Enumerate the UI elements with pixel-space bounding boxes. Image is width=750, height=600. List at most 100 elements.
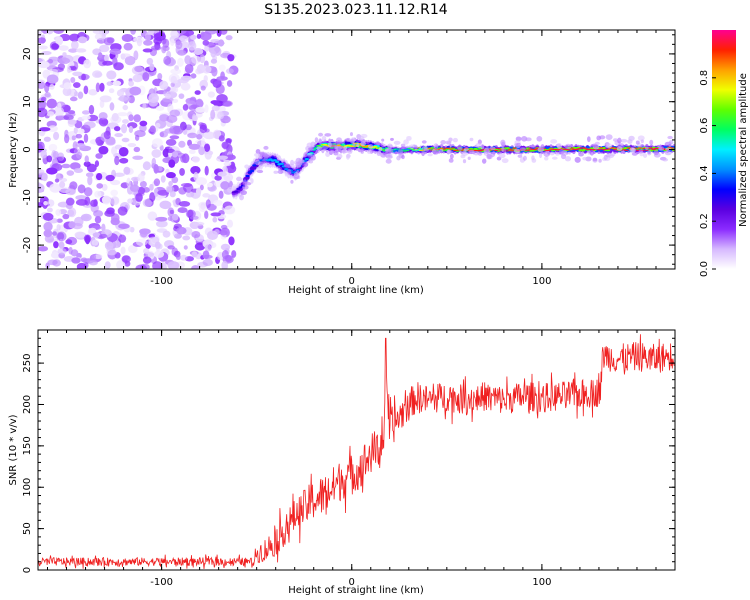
spectrogram-noise-cell bbox=[102, 60, 114, 66]
spectrogram-noise-cell bbox=[94, 160, 100, 167]
spectrogram-noise-cell bbox=[172, 213, 179, 221]
snr-panel: -100 0 100 0 50 100 150 200 250 Height of strai… bbox=[8, 329, 676, 596]
spectrogram-noise-cell bbox=[210, 100, 220, 105]
spectrogram-noise-cell bbox=[218, 39, 225, 47]
x-tick-label: 100 bbox=[532, 577, 551, 588]
spectrogram-noise-cell bbox=[204, 244, 212, 252]
spectrogram-noise-cell bbox=[49, 84, 55, 90]
spectrogram-noise-cell bbox=[201, 65, 212, 74]
spectrogram-halo-cell bbox=[667, 135, 673, 140]
spectrogram-noise-cell bbox=[41, 172, 48, 182]
spectrogram-halo-cell bbox=[273, 170, 279, 174]
spectrogram-noise-cell bbox=[38, 45, 48, 50]
spectrogram-y-axis: -20 -10 0 10 20 bbox=[22, 34, 675, 265]
spectrogram-ridge-cell bbox=[439, 147, 444, 149]
spectrogram-noise-cell bbox=[204, 210, 209, 220]
spectrogram-ridge-cell bbox=[526, 149, 531, 151]
spectrogram-ridge-cell bbox=[279, 162, 284, 165]
spectrogram-ridge-cell bbox=[507, 148, 513, 150]
spectrogram-y-label: Frequency (Hz) bbox=[8, 112, 19, 188]
spectrogram-ridge-cell bbox=[605, 148, 611, 150]
spectrogram-halo-cell bbox=[620, 138, 628, 143]
spectrogram-halo-cell bbox=[486, 153, 492, 160]
spectrogram-noise-cell bbox=[153, 250, 165, 258]
spectrogram-halo-cell bbox=[308, 159, 314, 164]
spectrogram-noise-cell bbox=[186, 192, 195, 198]
y-tick-label: -20 bbox=[22, 237, 33, 253]
spectrogram-halo-cell bbox=[439, 148, 444, 153]
spectrogram-noise-cell bbox=[43, 200, 48, 206]
y-tick-label: 10 bbox=[22, 95, 33, 108]
spectrogram-halo-cell bbox=[287, 169, 292, 175]
spectrogram-halo-cell bbox=[242, 179, 248, 186]
spectrogram-noise-cell bbox=[71, 257, 81, 264]
spectrogram-noise-cell bbox=[153, 164, 159, 174]
spectrogram-halo-cell bbox=[490, 151, 496, 157]
spectrogram-noise-cell bbox=[216, 76, 228, 81]
spectrogram-halo-cell bbox=[564, 156, 572, 162]
spectrogram-noise-cell bbox=[77, 128, 85, 134]
spectrogram-noise-cell bbox=[212, 216, 218, 223]
spectrogram-noise-cell bbox=[201, 137, 206, 148]
spectrogram-noise-cell bbox=[56, 218, 63, 223]
colorbar-tick-label: 0.6 bbox=[699, 118, 710, 134]
spectrogram-noise-cell bbox=[128, 125, 134, 134]
spectrogram-x-label: Height of straight line (km) bbox=[288, 285, 424, 296]
spectrogram-noise-cell bbox=[38, 183, 45, 193]
spectrogram-halo-cell bbox=[481, 158, 487, 164]
spectrogram-noise-cell bbox=[202, 258, 213, 267]
spectrogram-noise-cell bbox=[178, 93, 185, 99]
spectrogram-ridge-cell bbox=[626, 147, 631, 149]
spectrogram-noise-cell bbox=[73, 148, 81, 155]
spectrogram-halo-cell bbox=[543, 151, 551, 157]
spectrogram-halo-cell bbox=[421, 150, 425, 157]
spectrogram-noise-cell bbox=[139, 120, 148, 127]
spectrogram-noise-cell bbox=[171, 151, 179, 158]
spectrogram-halo-cell bbox=[254, 159, 261, 166]
spectrogram-plot-area bbox=[38, 30, 675, 269]
spectrogram-halo-cell bbox=[421, 140, 427, 144]
spectrogram-noise-cell bbox=[147, 211, 158, 221]
spectrogram-noise-cell bbox=[196, 33, 202, 39]
spectrogram-halo-cell bbox=[293, 172, 299, 177]
spectrogram-halo-cell bbox=[469, 137, 474, 142]
spectrogram-noise-cell bbox=[203, 75, 208, 82]
spectrogram-halo-cell bbox=[380, 152, 387, 158]
spectrogram-noise-cell bbox=[179, 168, 185, 176]
spectrogram-x-axis: -100 0 100 bbox=[47, 30, 676, 287]
spectrogram-noise-cell bbox=[46, 74, 59, 84]
spectrogram-noise-cell bbox=[139, 180, 147, 188]
y-tick-label: 250 bbox=[22, 354, 33, 373]
spectrogram-halo-cell bbox=[637, 135, 645, 141]
spectrogram-ridge-cell bbox=[427, 147, 433, 149]
spectrogram-noise-cell bbox=[169, 109, 181, 117]
spectrogram-halo-cell bbox=[409, 144, 415, 149]
spectrogram-halo-cell bbox=[549, 151, 555, 156]
spectrogram-noise-cell bbox=[163, 55, 172, 66]
spectrogram-noise-cell bbox=[143, 248, 150, 255]
y-tick-label: 0 bbox=[22, 146, 33, 152]
spectrogram-noise-cell bbox=[103, 130, 111, 140]
spectrogram-noise-cell bbox=[217, 251, 224, 261]
spectrogram-noise-cell bbox=[154, 241, 161, 249]
spectrogram-ridge-cell bbox=[649, 147, 654, 149]
spectrogram-noise-cell bbox=[67, 119, 77, 125]
spectrogram-noise-cell bbox=[169, 190, 176, 198]
spectrogram-halo-cell bbox=[356, 142, 360, 148]
spectrogram-noise-cell bbox=[132, 74, 143, 83]
spectrogram-halo-cell bbox=[596, 135, 602, 141]
spectrogram-halo-cell bbox=[295, 161, 302, 168]
spectrogram-halo-cell bbox=[640, 144, 645, 148]
spectrogram-noise-cell bbox=[68, 48, 77, 53]
spectrogram-noise-cell bbox=[113, 62, 124, 71]
spectrogram-noise-cell bbox=[199, 184, 204, 191]
spectrogram-noise-cell bbox=[53, 30, 65, 34]
spectrogram-noise-cell bbox=[202, 250, 210, 260]
spectrogram-noise-cell bbox=[56, 224, 61, 231]
spectrogram-noise-cell bbox=[117, 112, 129, 117]
spectrogram-noise-cell bbox=[191, 156, 200, 163]
spectrogram-noise-cell bbox=[183, 245, 188, 250]
spectrogram-noise-cell bbox=[142, 198, 152, 208]
